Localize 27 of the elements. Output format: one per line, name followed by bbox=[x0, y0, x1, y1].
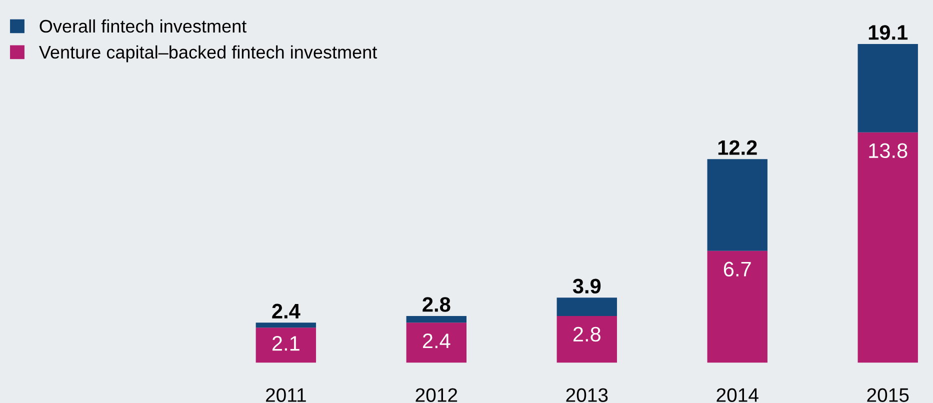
data-label: 2.8 bbox=[573, 326, 600, 342]
data-label: 2.1 bbox=[272, 336, 300, 351]
bar bbox=[406, 322, 466, 363]
bar bbox=[256, 322, 316, 328]
legend-label: Overall fintech investment bbox=[40, 19, 247, 33]
total-label: 12.2 bbox=[718, 140, 757, 155]
data-label: 6.7 bbox=[724, 262, 751, 277]
x-tick-label: 2011 bbox=[266, 388, 306, 402]
total-label: 19.1 bbox=[868, 25, 908, 40]
x-tick-label: 2015 bbox=[867, 388, 909, 402]
x-tick-label: 2014 bbox=[716, 388, 758, 402]
bar bbox=[556, 298, 617, 316]
bar bbox=[858, 132, 918, 363]
x-tick-label: 2013 bbox=[566, 388, 608, 402]
total-label: 3.9 bbox=[572, 278, 601, 294]
bar bbox=[707, 250, 768, 363]
total-label: 2.4 bbox=[272, 304, 300, 318]
data-label: 13.8 bbox=[869, 143, 908, 158]
bar bbox=[556, 316, 617, 363]
x-tick-label: 2012 bbox=[416, 388, 458, 402]
bar bbox=[707, 159, 768, 251]
bar bbox=[858, 44, 918, 132]
total-label: 2.8 bbox=[422, 297, 450, 312]
bar bbox=[256, 328, 316, 363]
legend-label: Venture capital–backed fintech investment bbox=[38, 45, 378, 62]
data-label: 2.4 bbox=[422, 334, 450, 348]
bar bbox=[406, 316, 466, 323]
